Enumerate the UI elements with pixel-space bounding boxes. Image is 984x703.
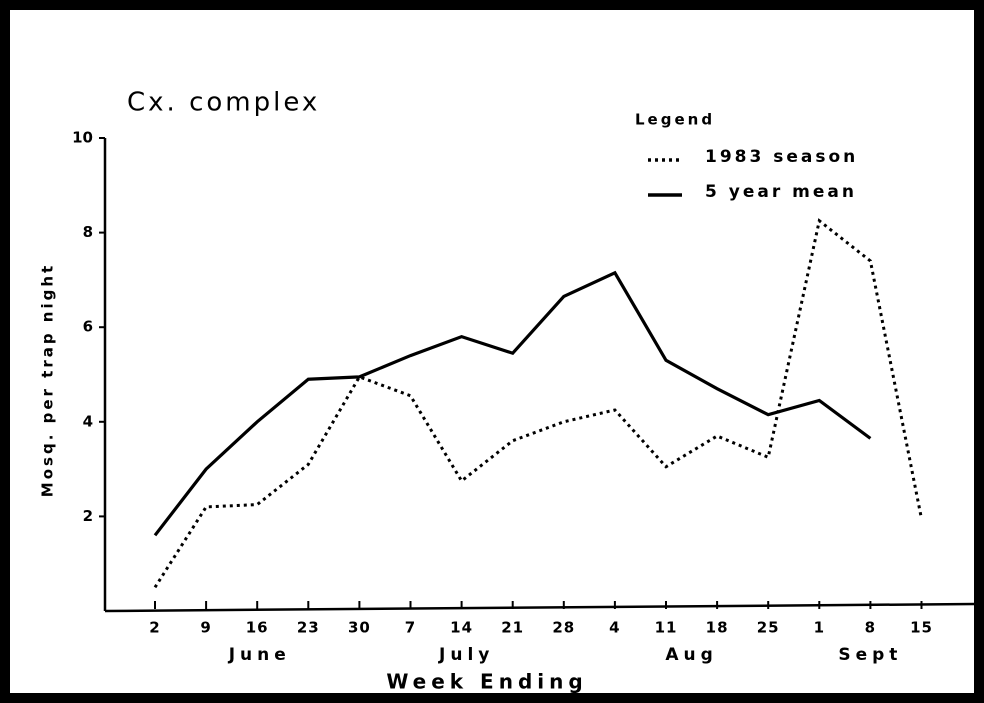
- month-label: Aug: [665, 645, 717, 665]
- month-label: June: [228, 645, 291, 665]
- x-tick-label: 8: [865, 619, 876, 637]
- x-tick-label: 23: [297, 619, 320, 637]
- y-tick-label: 6: [83, 318, 93, 336]
- y-tick-label: 4: [83, 412, 93, 430]
- x-tick-label: 7: [405, 619, 416, 637]
- legend-label: 5 year mean: [705, 182, 857, 202]
- x-tick-label: 18: [706, 619, 729, 637]
- x-axis: [104, 602, 976, 613]
- y-tick-label: 8: [83, 223, 93, 241]
- x-tick-label: 1: [814, 619, 825, 637]
- x-tick-label: 28: [552, 619, 575, 637]
- x-tick-label: 2: [149, 619, 160, 637]
- x-tick-label: 21: [501, 619, 524, 637]
- x-tick-label: 15: [910, 619, 933, 637]
- month-label: July: [438, 645, 494, 665]
- x-axis-label: Week Ending: [386, 670, 587, 694]
- x-tick-label: 16: [246, 619, 269, 637]
- y-axis-label: Mosq. per trap night: [39, 263, 57, 497]
- y-tick-label: 10: [72, 129, 93, 147]
- chart-title: Cx. complex: [127, 88, 320, 118]
- legend-label: 1983 season: [705, 147, 858, 167]
- x-tick-label: 30: [348, 619, 371, 637]
- x-tick-label: 14: [450, 619, 473, 637]
- y-tick-label: 2: [83, 507, 93, 525]
- x-tick-label: 4: [609, 619, 620, 637]
- series-line: [153, 270, 872, 537]
- x-tick-label: 25: [757, 619, 780, 637]
- x-tick-label: 11: [655, 619, 678, 637]
- month-label: Sept: [838, 645, 902, 665]
- legend-title: Legend: [635, 111, 715, 129]
- x-tick-label: 9: [200, 619, 211, 637]
